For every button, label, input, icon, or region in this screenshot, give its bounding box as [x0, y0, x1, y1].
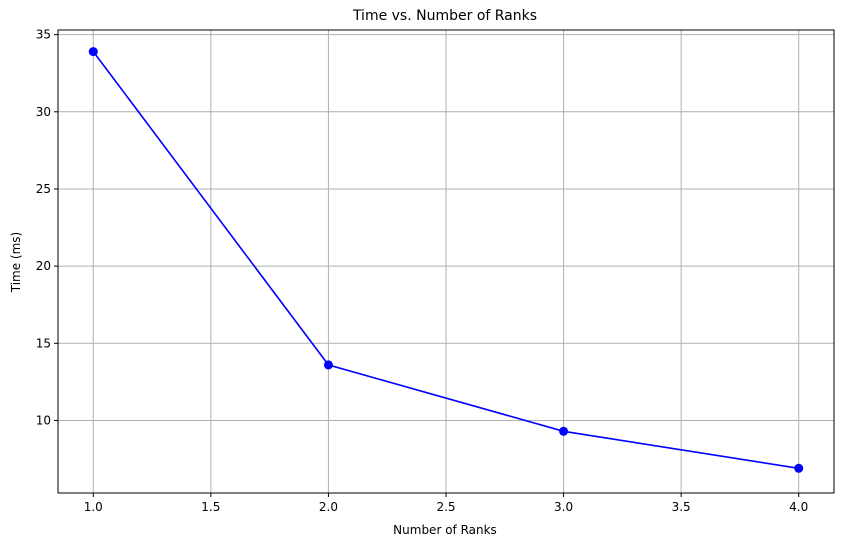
y-tick-label: 25	[36, 182, 51, 196]
x-tick-label: 1.5	[201, 500, 220, 514]
y-tick-label: 20	[36, 259, 51, 273]
y-tick-label: 10	[36, 413, 51, 427]
x-tick-label: 1.0	[84, 500, 103, 514]
y-tick-label: 30	[36, 105, 51, 119]
y-axis-label: Time (ms)	[9, 232, 23, 294]
y-tick-label: 15	[36, 336, 51, 350]
data-point	[323, 360, 333, 370]
x-axis-label: Number of Ranks	[393, 523, 497, 537]
x-tick-label: 2.0	[319, 500, 338, 514]
x-tick-label: 3.0	[554, 500, 573, 514]
chart-title: Time vs. Number of Ranks	[352, 8, 537, 24]
y-axis-ticks: 10 15 20 25 30 35	[36, 28, 58, 427]
grid-lines	[58, 30, 834, 493]
x-tick-label: 2.5	[436, 500, 455, 514]
data-point	[559, 426, 569, 436]
x-tick-label: 3.5	[672, 500, 691, 514]
x-axis-ticks: 1.0 1.5 2.0 2.5 3.0 3.5 4.0	[84, 493, 808, 514]
series-line	[92, 51, 799, 470]
data-point	[794, 463, 804, 473]
y-tick-label: 35	[36, 28, 51, 42]
x-tick-label: 4.0	[789, 500, 808, 514]
data-point	[88, 47, 98, 57]
series-layer	[88, 47, 804, 473]
